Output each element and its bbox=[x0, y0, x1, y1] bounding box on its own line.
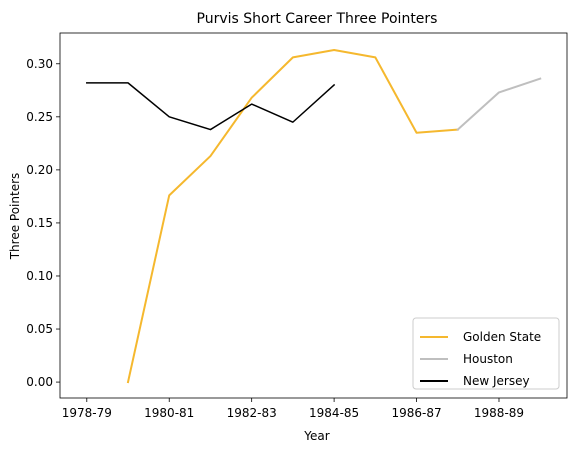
x-tick-label: 1980-81 bbox=[144, 406, 194, 420]
y-tick-label: 0.30 bbox=[26, 57, 53, 71]
legend-label-golden-state: Golden State bbox=[463, 330, 541, 344]
legend-label-houston: Houston bbox=[463, 352, 513, 366]
y-tick-label: 0.25 bbox=[26, 110, 53, 124]
x-axis-label: Year bbox=[303, 429, 329, 443]
x-axis-ticks: 1978-79 1980-81 1982-83 1984-85 1986-87 1988-… bbox=[62, 398, 524, 420]
legend-frame bbox=[412, 317, 560, 390]
series-line-houston bbox=[456, 77, 542, 131]
y-tick-label: 0.05 bbox=[26, 322, 53, 336]
legend: Golden State Houston New Jersey bbox=[412, 317, 560, 390]
y-tick-label: 0.20 bbox=[26, 163, 53, 177]
legend-items: Golden State Houston New Jersey bbox=[420, 330, 541, 388]
plot-frame bbox=[59, 32, 568, 399]
y-axis-ticks: 0.00 0.05 0.10 0.15 0.20 0.25 0.30 bbox=[26, 57, 60, 389]
x-tick-label: 1978-79 bbox=[62, 406, 112, 420]
legend-label-new-jersey: New Jersey bbox=[463, 374, 530, 388]
x-tick-label: 1986-87 bbox=[391, 406, 441, 420]
x-tick-label: 1982-83 bbox=[227, 406, 277, 420]
y-tick-label: 0.15 bbox=[26, 216, 53, 230]
series-line-new-jersey bbox=[86, 82, 336, 131]
chart-title: Purvis Short Career Three Pointers bbox=[197, 11, 438, 27]
y-tick-label: 0.10 bbox=[26, 269, 53, 283]
plot-lines bbox=[86, 48, 542, 384]
series-line-golden-state bbox=[126, 48, 459, 384]
x-tick-label: 1984-85 bbox=[309, 406, 359, 420]
y-axis-label: Three Pointers bbox=[8, 173, 22, 261]
x-tick-label: 1988-89 bbox=[474, 406, 524, 420]
y-tick-label: 0.00 bbox=[26, 375, 53, 389]
